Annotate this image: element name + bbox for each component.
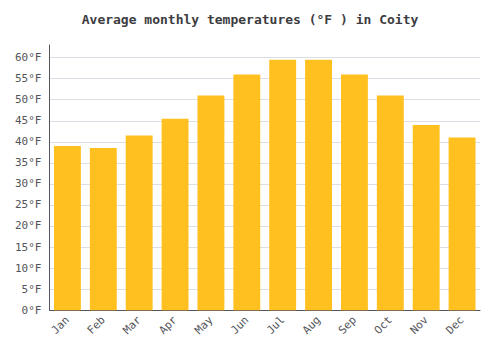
svg-text:40°F: 40°F xyxy=(15,135,42,148)
svg-text:25°F: 25°F xyxy=(15,198,42,211)
svg-text:20°F: 20°F xyxy=(15,219,42,232)
svg-text:Nov: Nov xyxy=(408,313,431,336)
svg-text:0°F: 0°F xyxy=(22,304,42,317)
svg-text:Jan: Jan xyxy=(49,314,72,337)
svg-text:35°F: 35°F xyxy=(15,156,42,169)
svg-text:50°F: 50°F xyxy=(15,93,42,106)
svg-text:Feb: Feb xyxy=(85,314,108,337)
svg-text:May: May xyxy=(192,313,215,336)
svg-text:Aug: Aug xyxy=(300,314,323,337)
svg-text:Mar: Mar xyxy=(121,313,144,336)
svg-text:55°F: 55°F xyxy=(15,72,42,85)
svg-text:Oct: Oct xyxy=(372,314,395,337)
svg-text:60°F: 60°F xyxy=(15,51,42,64)
svg-text:Apr: Apr xyxy=(156,313,179,336)
svg-text:10°F: 10°F xyxy=(15,262,42,275)
svg-text:45°F: 45°F xyxy=(15,114,42,127)
svg-text:5°F: 5°F xyxy=(22,283,42,296)
svg-text:Average monthly temperatures (: Average monthly temperatures (°F ) in Co… xyxy=(82,12,419,27)
svg-text:Dec: Dec xyxy=(443,314,466,337)
svg-text:Jun: Jun xyxy=(228,314,251,337)
svg-text:15°F: 15°F xyxy=(15,241,42,254)
svg-text:30°F: 30°F xyxy=(15,177,42,190)
svg-text:Jul: Jul xyxy=(264,314,287,337)
svg-text:Sep: Sep xyxy=(336,314,359,337)
